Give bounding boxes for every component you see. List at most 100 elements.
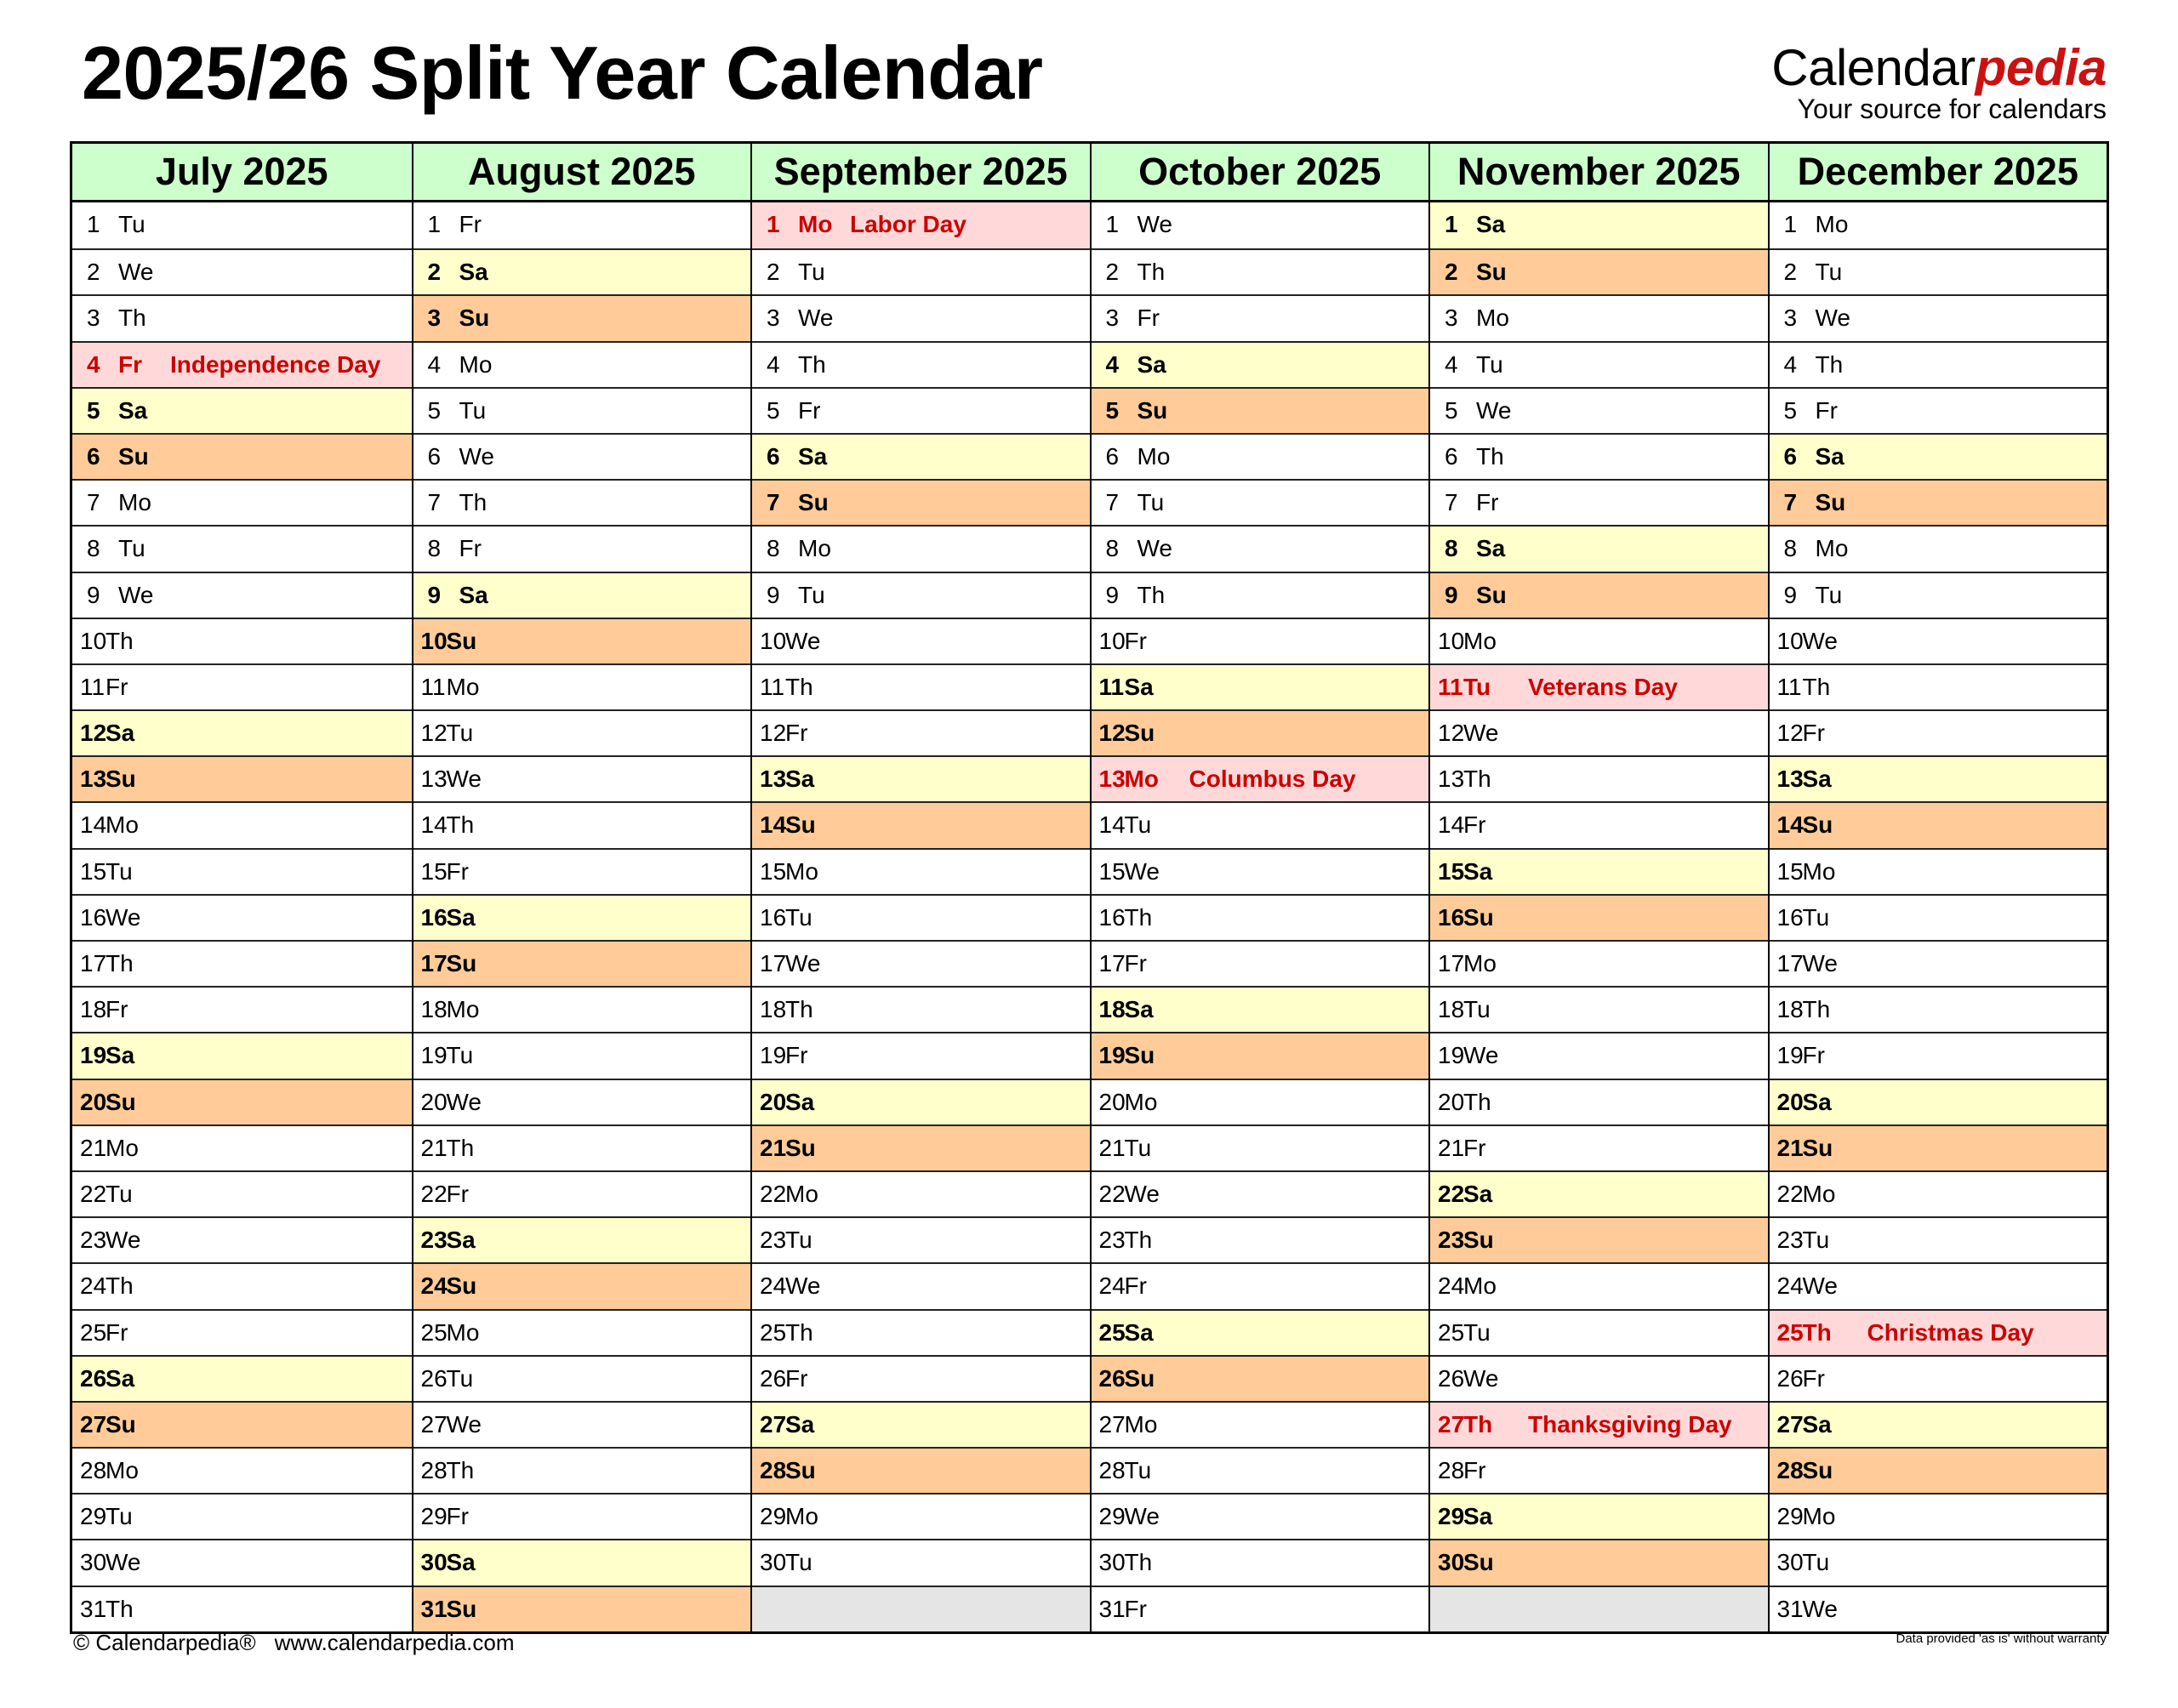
- holiday-name: Christmas Day: [1867, 1318, 2034, 1346]
- day-cell: 21 Su: [752, 1124, 1090, 1170]
- day-number: 12: [420, 720, 448, 747]
- weekday-label: Th: [459, 489, 487, 516]
- day-number: 4: [1783, 350, 1798, 378]
- weekday-label: Th: [1815, 350, 1844, 378]
- weekday-label: We: [1463, 720, 1499, 747]
- day-number: 16: [1776, 903, 1804, 931]
- day-number: 5: [1783, 396, 1798, 424]
- weekday-label: We: [1802, 950, 1839, 976]
- weekday-label: We: [1124, 857, 1160, 885]
- day-number: 13: [1776, 766, 1804, 793]
- weekday-label: We: [105, 903, 141, 931]
- day-cell: 14 Th: [413, 801, 750, 847]
- weekday-label: Tu: [1802, 1549, 1830, 1576]
- logo-accent-text: pedia: [1975, 39, 2107, 96]
- day-number: 20: [760, 1088, 787, 1115]
- day-cell: 1 We: [1092, 202, 1429, 248]
- day-number: 7: [767, 489, 780, 516]
- weekday-label: Su: [1463, 1227, 1494, 1254]
- weekday-label: Su: [785, 811, 816, 839]
- day-cell: 28 Su: [1769, 1447, 2107, 1494]
- weekday-label: Su: [1463, 903, 1494, 931]
- day-number: 26: [420, 1364, 448, 1392]
- weekday-label: Fr: [459, 211, 482, 237]
- day-number: 26: [760, 1364, 787, 1392]
- day-number: 30: [1776, 1549, 1804, 1576]
- calendarpedia-logo: Calendarpedia Your source for calendars: [1771, 43, 2107, 124]
- day-cell: 9 Sa: [413, 571, 750, 618]
- website-link[interactable]: www.calendarpedia.com: [274, 1630, 515, 1655]
- day-cell: 16 Th: [1091, 893, 1428, 940]
- day-number: 25: [80, 1318, 107, 1346]
- day-cell: 11 Mo: [413, 663, 750, 709]
- empty-cell: [752, 1585, 1090, 1631]
- day-number: 8: [1105, 535, 1120, 562]
- weekday-label: We: [1802, 1595, 1839, 1622]
- day-number: 5: [427, 396, 442, 424]
- weekday-label: We: [446, 1410, 482, 1438]
- day-number: 8: [1445, 535, 1458, 562]
- weekday-label: Tu: [1124, 1134, 1152, 1161]
- day-number: 8: [427, 535, 442, 562]
- day-number: 1: [1105, 211, 1120, 237]
- day-cell: 23 Th: [1091, 1216, 1428, 1262]
- day-cell: 2 We: [72, 248, 412, 294]
- holiday-name: Columbus Day: [1189, 766, 1356, 793]
- weekday-label: Mo: [105, 811, 139, 839]
- day-number: 31: [1776, 1595, 1804, 1622]
- day-number: 4: [1105, 350, 1120, 378]
- weekday-label: Mo: [1463, 627, 1497, 654]
- weekday-label: Sa: [1802, 1088, 1832, 1115]
- day-cell: 10 Fr: [1091, 617, 1428, 663]
- weekday-label: Th: [118, 305, 146, 332]
- day-cell: 22 Mo: [752, 1170, 1090, 1216]
- weekday-label: Tu: [1463, 996, 1491, 1023]
- day-number: 31: [80, 1595, 107, 1622]
- month-column: November 2025 1 Sa 2 Su 3 Mo 4 Tu 5 We 6 Th 7 Fr 8 Sa 9 Su…: [1428, 144, 1768, 1631]
- weekday-label: Su: [1463, 1549, 1494, 1576]
- month-header: August 2025: [413, 144, 750, 202]
- day-cell: 3 Fr: [1091, 294, 1428, 340]
- weekday-label: Sa: [459, 259, 488, 286]
- day-cell: 2 Tu: [1769, 248, 2107, 294]
- day-number: 2: [1783, 259, 1798, 286]
- weekday-label: Fr: [785, 1042, 808, 1069]
- day-number: 10: [420, 627, 448, 654]
- day-number: 13: [420, 766, 448, 793]
- weekday-label: Tu: [1463, 1318, 1491, 1346]
- day-number: 22: [1098, 1180, 1126, 1207]
- day-cell: 13 Th: [1430, 755, 1768, 801]
- day-cell: 3 We: [1769, 294, 2107, 340]
- day-number: 13: [1438, 766, 1465, 793]
- day-cell: 19 Sa: [72, 1032, 412, 1079]
- day-cell: 23 Tu: [752, 1216, 1090, 1262]
- day-cell: 8 We: [1091, 525, 1428, 571]
- day-number: 14: [760, 811, 787, 839]
- weekday-label: Th: [1137, 581, 1166, 608]
- day-cell: 22 Fr: [413, 1170, 750, 1216]
- day-cell: 7 Mo: [72, 479, 412, 525]
- empty-cell: [1430, 1585, 1768, 1631]
- day-number: 19: [420, 1042, 448, 1069]
- day-cell: 24 Fr: [1091, 1262, 1428, 1308]
- holiday-name: Veterans Day: [1528, 673, 1678, 700]
- day-number: 20: [1776, 1088, 1804, 1115]
- day-number: 17: [80, 950, 107, 976]
- weekday-label: Tu: [105, 1503, 133, 1530]
- day-cell: 17 Th: [72, 940, 412, 986]
- holiday-cell: 4 Fr Independence Day: [72, 340, 412, 387]
- month-column: October 2025 1 We 2 Th 3 Fr 4 Sa 5 Su 6 Mo 7 Tu 8 We 9 Th 1…: [1089, 144, 1429, 1631]
- day-cell: 26 Sa: [72, 1354, 412, 1401]
- weekday-label: We: [446, 766, 482, 793]
- day-number: 24: [80, 1272, 107, 1300]
- weekday-label: We: [1137, 535, 1173, 562]
- day-cell: 25 Sa: [1091, 1308, 1428, 1355]
- day-cell: 6 Mo: [1091, 432, 1428, 479]
- day-cell: 14 Fr: [1430, 801, 1768, 847]
- day-cell: 3 We: [752, 294, 1090, 340]
- weekday-label: Sa: [1476, 211, 1506, 237]
- day-cell: 28 Th: [413, 1447, 750, 1493]
- day-number: 20: [1438, 1088, 1465, 1115]
- weekday-label: Mo: [1124, 1088, 1158, 1115]
- weekday-label: Fr: [1815, 396, 1838, 424]
